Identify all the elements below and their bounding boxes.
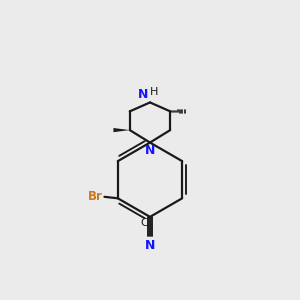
Polygon shape [113, 128, 130, 132]
Text: N: N [145, 144, 155, 157]
Text: H: H [149, 86, 158, 97]
Text: Br: Br [88, 190, 103, 203]
Text: N: N [138, 88, 148, 101]
Text: N: N [145, 239, 155, 252]
Text: C: C [141, 218, 148, 228]
